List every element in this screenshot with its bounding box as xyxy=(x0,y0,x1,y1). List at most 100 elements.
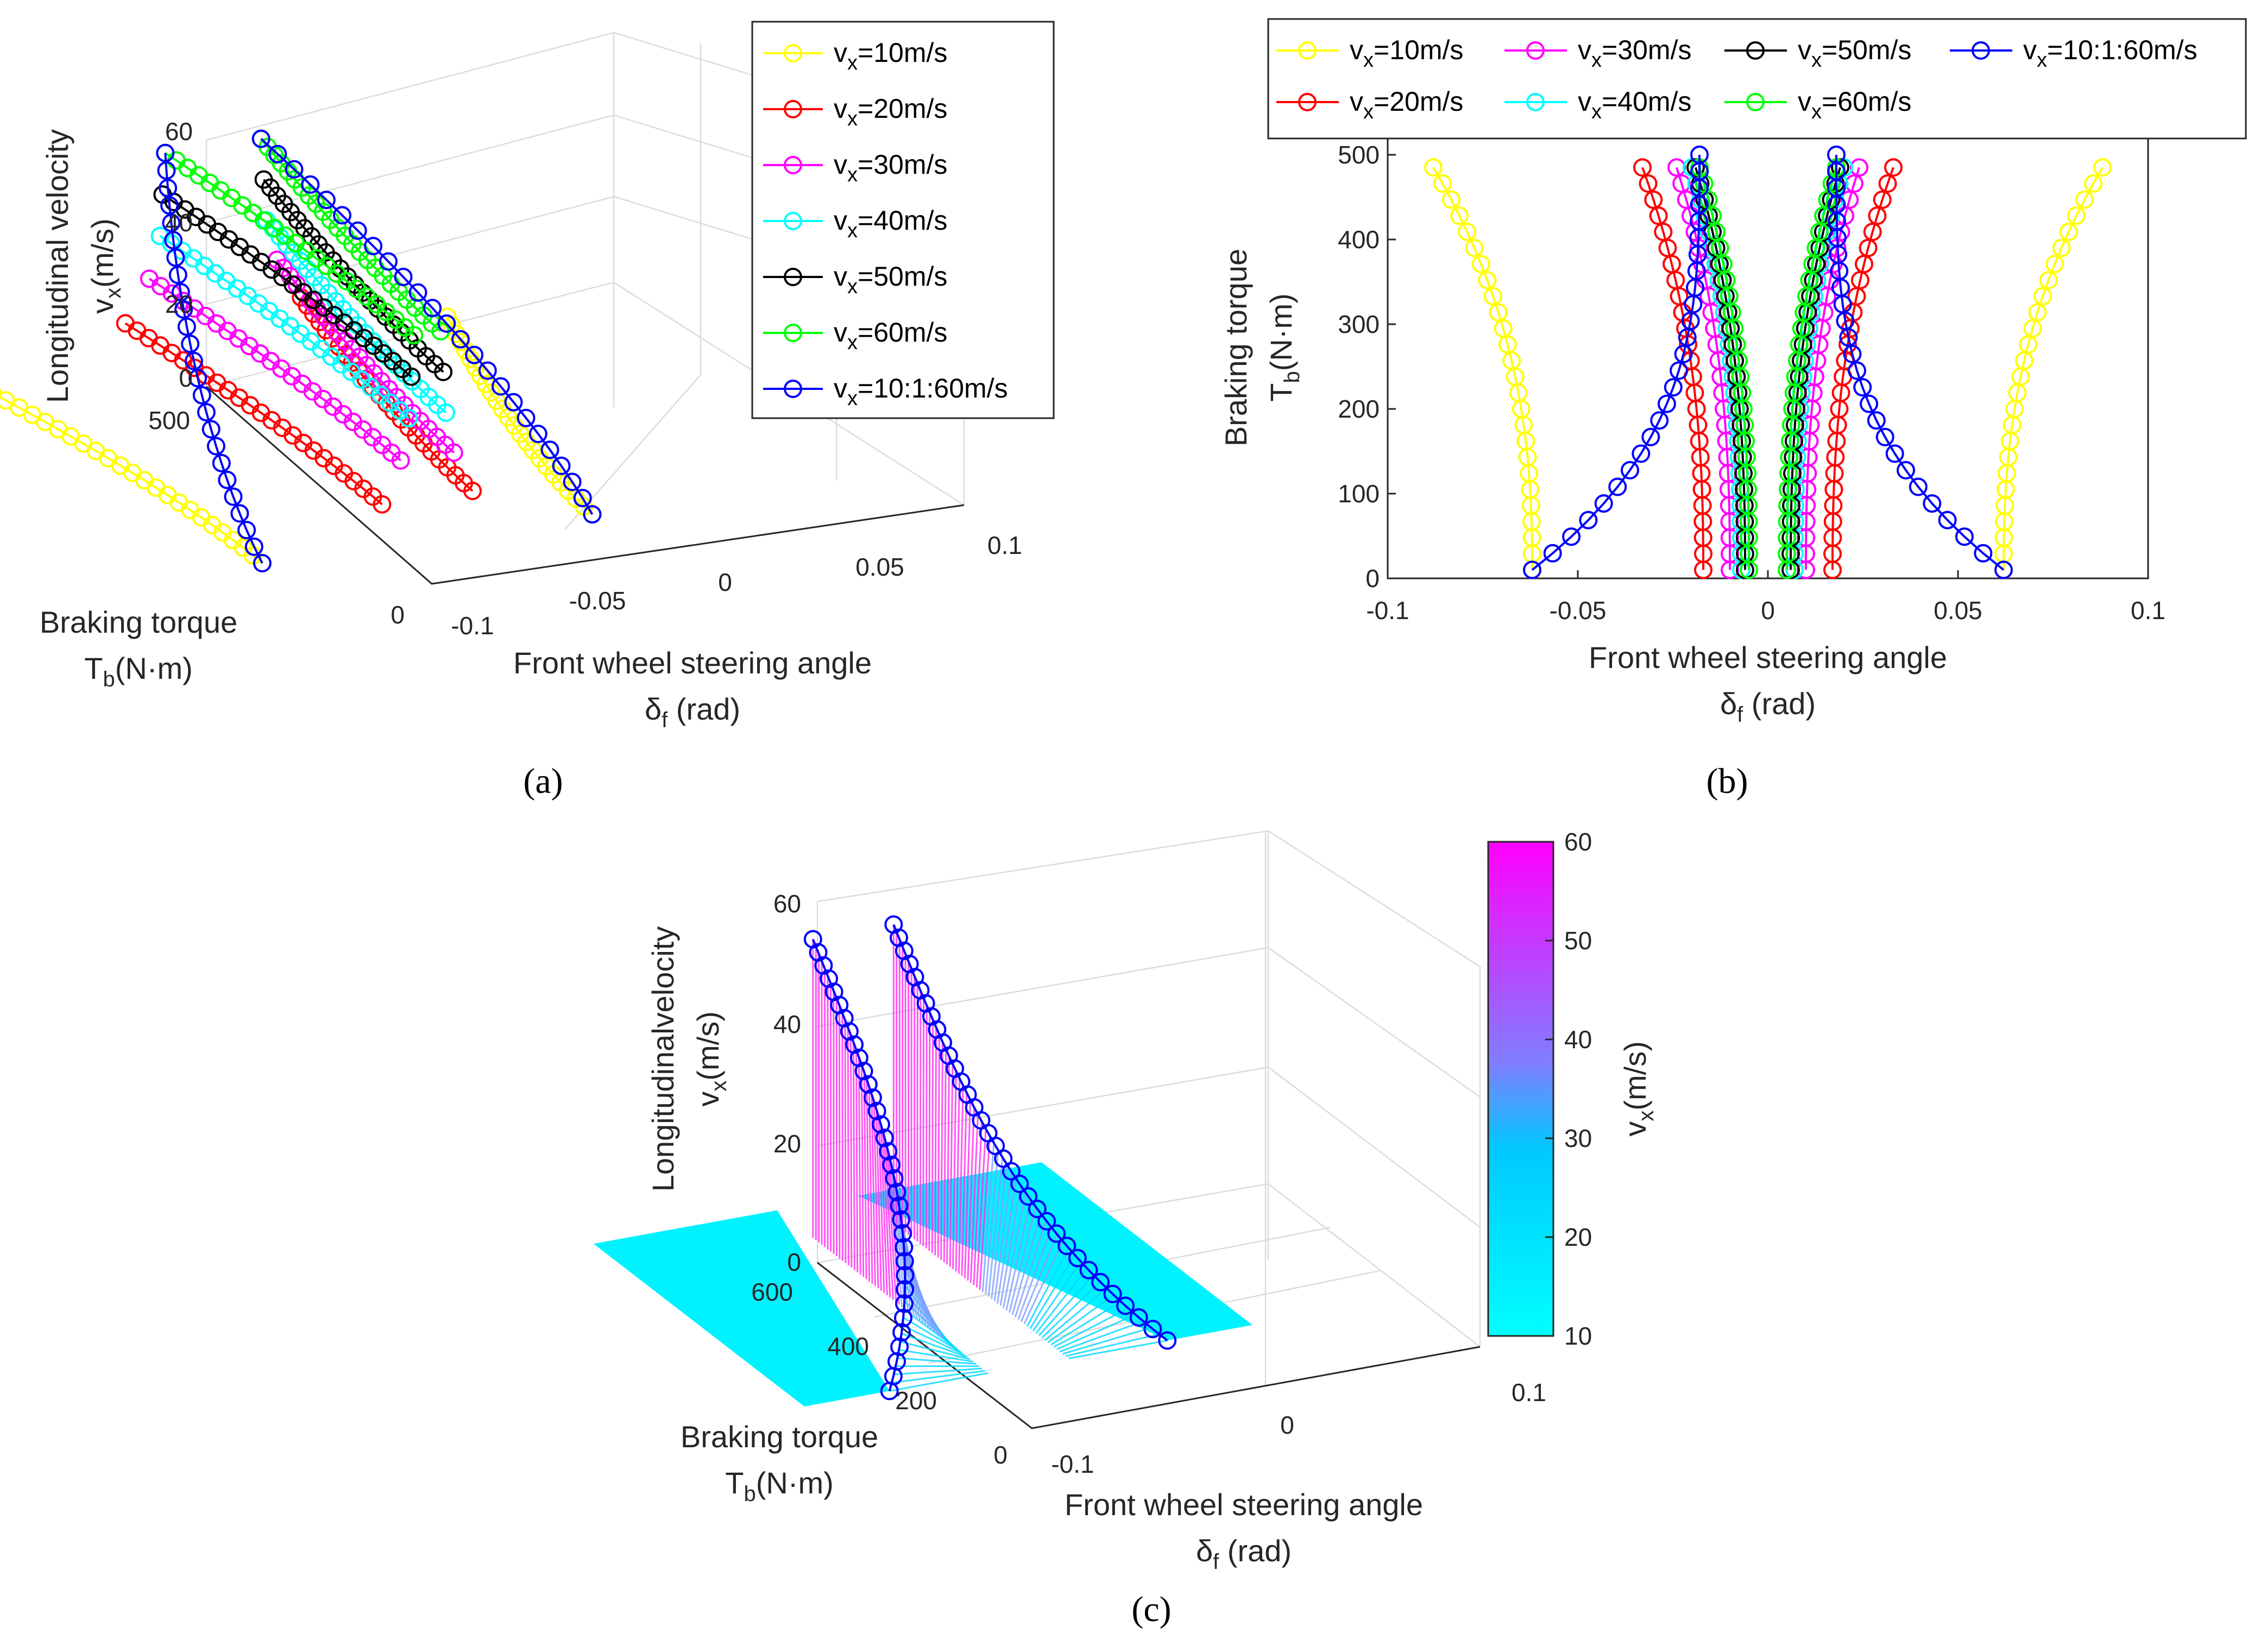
a-series-6-right-marker-11 xyxy=(451,330,470,349)
cb-tick-10: 10 xyxy=(1564,1322,1592,1350)
b-ytick-6: 500 xyxy=(1338,141,1380,169)
c-sheet-right-line-34 xyxy=(967,1107,975,1281)
b-series-6-right-marker-4 xyxy=(1923,494,1942,513)
b-legend-marker-3 xyxy=(1972,41,1990,60)
b-series-0-right-marker-17 xyxy=(2033,287,2052,306)
c-sheet-right-line-9 xyxy=(1041,1281,1101,1339)
c-sheet-left-line-42 xyxy=(860,1064,865,1277)
a-ztick-1: 0 xyxy=(179,364,193,392)
c-curve-left-marker-17 xyxy=(879,1142,898,1161)
b-series-6-left-marker-2 xyxy=(1562,527,1581,546)
b-series-2-left-marker-23 xyxy=(1677,190,1696,209)
a-series-6-right-marker-8 xyxy=(491,377,510,396)
c-curve-left-marker-5 xyxy=(894,1308,912,1327)
c-sheet-right-line-37 xyxy=(958,1085,964,1274)
c-sheet-right-line-48 xyxy=(925,1005,928,1249)
c-sheet-right-line-4 xyxy=(1056,1314,1136,1350)
b-series-6-left-marker-25 xyxy=(1690,146,1709,164)
b-series-1-right-marker-21 xyxy=(1863,223,1882,241)
c-sheet-right-line-38 xyxy=(955,1078,961,1272)
colorbar-tick-marks xyxy=(1545,841,1553,1337)
c-sheet-right-line-6 xyxy=(1050,1301,1122,1346)
b-ytick-1: 0 xyxy=(1365,564,1380,592)
b-legend-label-1: vx=30m/s xyxy=(1578,35,1691,72)
c-curve-left-marker-16 xyxy=(882,1156,901,1174)
c-ytick-2: 200 xyxy=(895,1386,937,1415)
a-series-6-right-marker-2 xyxy=(563,472,582,491)
a-xtick-5: 0.1 xyxy=(987,531,1022,559)
b-xlabel-symbol: δf (rad) xyxy=(1720,686,1816,727)
colorbar-gradient xyxy=(1487,841,1554,1337)
c-curve-left-marker-12 xyxy=(892,1210,911,1229)
a-xtick-4: 0.05 xyxy=(855,553,904,581)
a-series-6-left-marker-13 xyxy=(181,335,200,354)
c-sheet-right-line-30 xyxy=(979,1136,991,1290)
c-zlabel: Longitudinalvelocity xyxy=(646,926,680,1192)
c-sheet-right-line-0 xyxy=(1068,1339,1168,1359)
a-series-6-right-marker-21 xyxy=(301,175,320,194)
c-curve-right-marker-7 xyxy=(1068,1249,1087,1268)
a-series-6-right-marker-6 xyxy=(517,408,536,427)
c-ztick-3: 40 xyxy=(773,1010,801,1038)
b-series-1-right-marker-23 xyxy=(1873,190,1892,209)
b-legend-label-4: vx=20m/s xyxy=(1350,86,1463,123)
a-series-6-left-marker-0 xyxy=(253,554,272,572)
b-legend-box xyxy=(1267,18,2247,140)
a-series-6-right-marker-23 xyxy=(268,144,287,163)
a-series-6-left-marker-22 xyxy=(159,179,178,198)
c-ylabel-symbol: Tb(N·m) xyxy=(725,1466,834,1506)
c-curve-left-marker-20 xyxy=(867,1101,886,1120)
b-series-0-left-marker-20 xyxy=(1465,238,1484,257)
b-series-6-right-marker-7 xyxy=(1885,444,1904,463)
c-ytick-3: 400 xyxy=(827,1332,869,1360)
a-series-6-right-marker-7 xyxy=(504,393,523,412)
caption-c: (c) xyxy=(1131,1590,1171,1629)
c-curve-right-marker-1 xyxy=(1143,1320,1162,1339)
a-series-6-left-marker-10 xyxy=(192,386,211,405)
a-series-4-right-marker-24 xyxy=(254,170,273,189)
c-xtick-1: -0.1 xyxy=(1051,1450,1094,1478)
b-series-1-left-marker-22 xyxy=(1649,206,1668,225)
a-legend-items: vx=10m/s vx=20m/s vx=30m/s vx=40m/s vx=50m/s… xyxy=(763,37,1008,410)
b-series-0-right-marker-19 xyxy=(2045,255,2064,274)
c-sheet-right-line-28 xyxy=(985,1150,999,1295)
c-curve-left-marker-2 xyxy=(887,1352,906,1371)
b-series-6-right-marker-25 xyxy=(1827,146,1846,164)
a-series-6-right-marker-19 xyxy=(333,206,351,225)
b-xtick-1: -0.1 xyxy=(1366,596,1409,625)
c-sheet-right-line-26 xyxy=(991,1164,1008,1299)
a-series-0-left-marker-22 xyxy=(0,391,15,410)
c-curve-left-marker-10 xyxy=(895,1238,914,1257)
b-series-6-left-marker-13 xyxy=(1674,344,1693,363)
a-series-0-left-line xyxy=(0,396,263,564)
b-series-1-left-marker-23 xyxy=(1644,190,1663,209)
b-series-0-left-marker-22 xyxy=(1450,206,1469,225)
b-series-1-left-marker-21 xyxy=(1654,223,1673,241)
a-xtick-1: -0.1 xyxy=(451,611,494,640)
c-curve-right-marker-9 xyxy=(1047,1224,1066,1243)
a-series-6-right-marker-18 xyxy=(348,221,367,240)
a-series-6-left-marker-23 xyxy=(157,161,176,180)
b-series-6-right-marker-13 xyxy=(1843,344,1862,363)
a-xtick-2: -0.05 xyxy=(569,587,626,615)
c-curve-left-marker-11 xyxy=(893,1224,912,1243)
b-legend-label-3: vx=10:1:60m/s xyxy=(2023,35,2198,72)
a-ytick-2: 500 xyxy=(148,406,190,434)
a-legend-marker-4 xyxy=(784,268,802,286)
panel-b: -0.1 -0.05 0 0.05 0.1 0 100 200 300 400 … xyxy=(1219,18,2247,801)
a-series-6-left-marker-8 xyxy=(202,420,221,439)
panel-c-ticks: -0.1 0 0.1 0 200 400 600 0 20 40 60 xyxy=(751,890,1546,1478)
c-ylabel: Braking torque xyxy=(681,1420,878,1454)
b-legend-marker-0 xyxy=(1298,41,1317,60)
b-series-0-right-marker-16 xyxy=(2028,303,2047,322)
a-series-6-right-marker-10 xyxy=(465,345,484,364)
b-legend-label-0: vx=10m/s xyxy=(1350,35,1463,72)
a-series-6-left-marker-14 xyxy=(177,317,196,336)
c-floor-left xyxy=(593,1210,890,1407)
c-sheet-right-line-49 xyxy=(922,998,924,1246)
a-series-6-right-marker-22 xyxy=(285,160,304,179)
panel-c-colorbar: 10 20 30 40 50 60 vx(m/s) xyxy=(1487,828,1658,1350)
a-zlabel: Longitudinal velocity xyxy=(40,129,74,403)
b-series-1-right-marker-22 xyxy=(1868,206,1887,225)
a-legend-label-2: vx=30m/s xyxy=(834,149,947,186)
